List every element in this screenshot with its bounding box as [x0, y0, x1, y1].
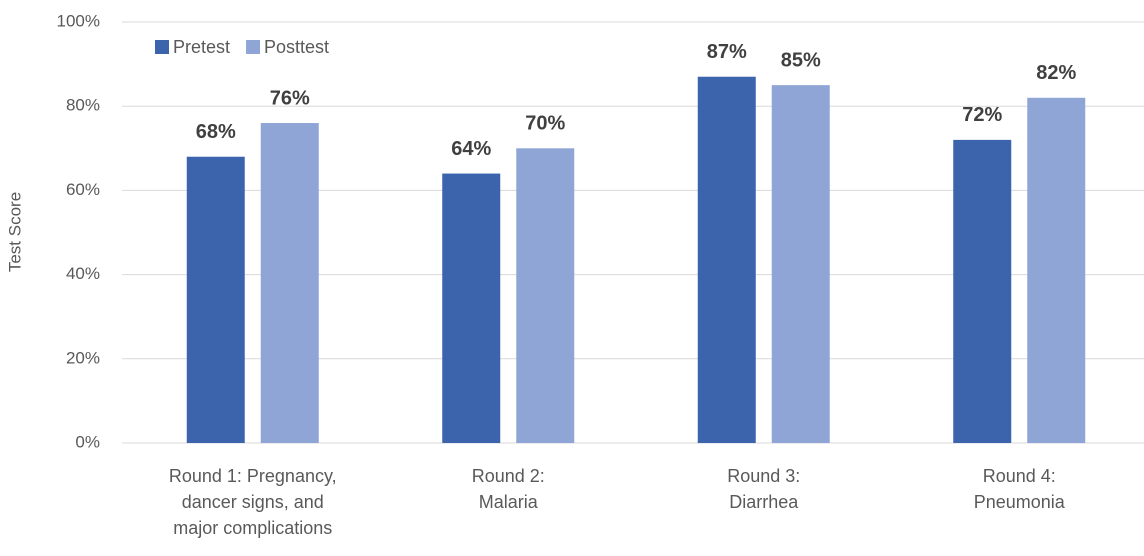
bar: [953, 139, 1012, 443]
data-label: 64%: [451, 138, 491, 160]
bar: [442, 173, 501, 443]
data-label: 85%: [781, 49, 821, 71]
bar: [1027, 97, 1086, 443]
x-tick-label: Round 3: Diarrhea: [727, 466, 801, 512]
bar: [771, 85, 830, 444]
bar: [697, 76, 756, 443]
x-tick-label: Round 2: Malaria: [471, 466, 545, 512]
y-tick-label: 80%: [66, 96, 100, 115]
legend-label: Pretest: [173, 37, 230, 57]
legend-swatch: [155, 40, 169, 54]
x-tick-label: Round 1: Pregnancy, dancer signs, and ma…: [168, 466, 337, 538]
bar: [260, 123, 319, 443]
data-label: 76%: [270, 87, 310, 109]
data-label: 72%: [962, 104, 1002, 126]
legend-swatch: [246, 40, 261, 54]
data-label: 68%: [196, 121, 236, 143]
y-tick-label: 0%: [75, 432, 100, 451]
y-axis-label: Test Score: [5, 192, 24, 272]
y-tick-label: 60%: [66, 180, 100, 199]
y-tick-label: 100%: [57, 11, 100, 30]
data-label: 87%: [707, 41, 747, 63]
x-tick-label: Round 4: Pneumonia: [973, 466, 1065, 512]
bar: [516, 148, 575, 444]
bar: [186, 156, 245, 443]
y-tick-label: 20%: [66, 348, 100, 367]
data-label: 70%: [525, 113, 565, 135]
legend-label: Posttest: [264, 37, 329, 57]
y-tick-label: 40%: [66, 264, 100, 283]
data-label: 82%: [1036, 62, 1076, 84]
